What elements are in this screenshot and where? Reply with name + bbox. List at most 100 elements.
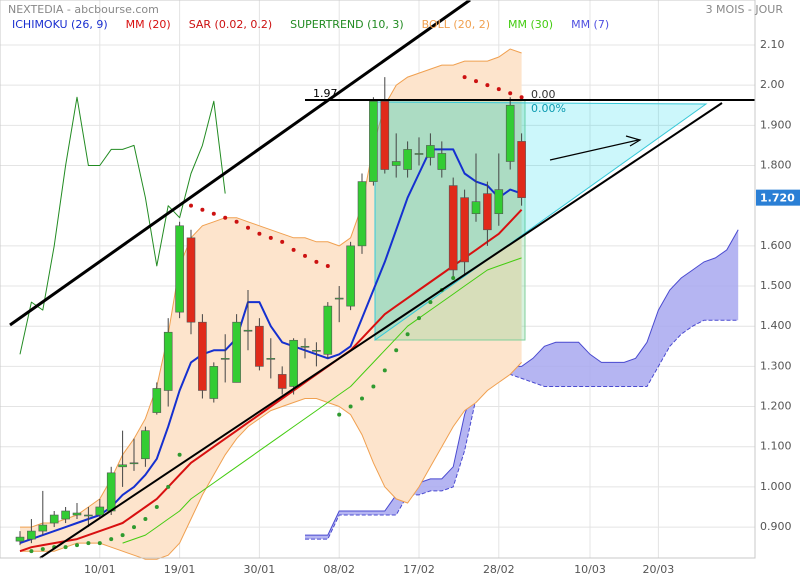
legend-entry: MM (30) (508, 18, 553, 31)
x-tick-label: 19/01 (164, 563, 196, 576)
level-label: 1.97 (313, 87, 338, 100)
candle-body (517, 141, 526, 198)
candle-body (505, 104, 515, 162)
candle-body (380, 100, 390, 170)
sar-dot (348, 404, 353, 409)
candle-body (163, 331, 173, 391)
sar-dot (291, 247, 296, 252)
y-tick-label: 2.00 (760, 78, 785, 91)
sar-dot (154, 504, 159, 509)
legend-entry: ICHIMOKU (26, 9) (12, 18, 108, 31)
period: 3 MOIS - JOUR (706, 3, 784, 16)
legend-entry: MM (20) (126, 18, 171, 31)
cloud-span-b (305, 319, 739, 540)
candle-body (49, 514, 59, 524)
candle-body (72, 512, 82, 516)
sar-dot (40, 547, 45, 552)
candle-body (186, 237, 196, 323)
sar-dot (143, 517, 148, 522)
y-tick-label: 0.900 (760, 520, 792, 533)
candles (15, 77, 526, 546)
candle-body (27, 530, 36, 540)
candle-body (106, 472, 116, 512)
boll-lower (20, 362, 522, 560)
sar-dot (120, 533, 125, 538)
candle-body (414, 153, 424, 155)
candle-body (323, 305, 333, 355)
indicator-line (19, 96, 226, 355)
price-box (756, 189, 800, 206)
y-tick-label: 1.600 (760, 239, 792, 252)
candle-body (129, 462, 139, 465)
candle-body (437, 153, 447, 170)
candle-body (232, 321, 241, 383)
y-tick-label: 1.000 (760, 480, 792, 493)
sar-dot (177, 452, 182, 457)
y-tick-label: 1.200 (760, 400, 792, 413)
sar-dot (211, 211, 216, 216)
candle-body (38, 524, 48, 532)
sar-dot (474, 79, 478, 84)
sar-dots (29, 75, 524, 554)
candle-body (403, 149, 412, 170)
sar-dot (451, 275, 456, 280)
candle-body (118, 464, 127, 468)
sar-dot (405, 332, 410, 337)
x-tick-label: 10/01 (84, 563, 116, 576)
sar-dot (417, 316, 421, 321)
sar-dot (234, 219, 239, 224)
x-tick-label: 30/01 (244, 563, 276, 576)
sar-dot (109, 537, 114, 542)
candle-body (209, 366, 219, 399)
candle-body (152, 388, 162, 413)
sar-dot (360, 396, 364, 401)
sar-dot (428, 300, 433, 305)
y-tick-label: 1.500 (760, 279, 792, 292)
sar-dot (97, 541, 102, 546)
plot-frame (0, 0, 756, 559)
candle-body (312, 350, 321, 352)
candle-body (471, 201, 481, 215)
cloud-span-a (305, 229, 739, 536)
sar-dot (86, 541, 91, 546)
price-label: 1.720 (760, 192, 795, 205)
candle-body (243, 329, 253, 332)
sar-dot (246, 225, 250, 230)
sar-dot (508, 91, 513, 96)
arrow (549, 139, 639, 161)
candle-body (369, 100, 378, 182)
triangle (374, 101, 708, 341)
sar-dot (314, 259, 319, 264)
x-tick-label: 28/02 (483, 563, 515, 576)
sar-dot (257, 231, 262, 236)
sar-dot (371, 384, 376, 389)
candle-body (141, 430, 150, 460)
sar-dot (166, 484, 171, 489)
candle-body (61, 510, 70, 520)
y-tick-label: 1.800 (760, 159, 792, 172)
indicator-line (122, 257, 522, 544)
legend-entry: SAR (0.02, 0.2) (189, 18, 272, 31)
legend-entry: SUPERTREND (10, 3) (290, 18, 404, 31)
sar-dot (337, 412, 342, 417)
legend: ICHIMOKU (26, 9) MM (20) SAR (0.02, 0.2) SU… (12, 18, 609, 31)
sar-dot (303, 253, 307, 258)
trend-line (39, 102, 723, 559)
candle-body (357, 181, 367, 247)
candle-body (334, 297, 344, 300)
sar-dot (75, 543, 79, 548)
candle-body (220, 358, 230, 360)
sar-dot (189, 203, 193, 208)
sar-dot (519, 95, 524, 100)
candle-body (494, 189, 504, 215)
candle-body (15, 536, 25, 542)
sar-dot (462, 75, 467, 80)
sar-dot (29, 549, 34, 554)
fib-label: 0.00% (531, 102, 566, 115)
candle-body (198, 321, 207, 391)
y-tick-label: 1.400 (760, 319, 792, 332)
candle-body (460, 197, 469, 263)
candle-body (277, 374, 287, 389)
